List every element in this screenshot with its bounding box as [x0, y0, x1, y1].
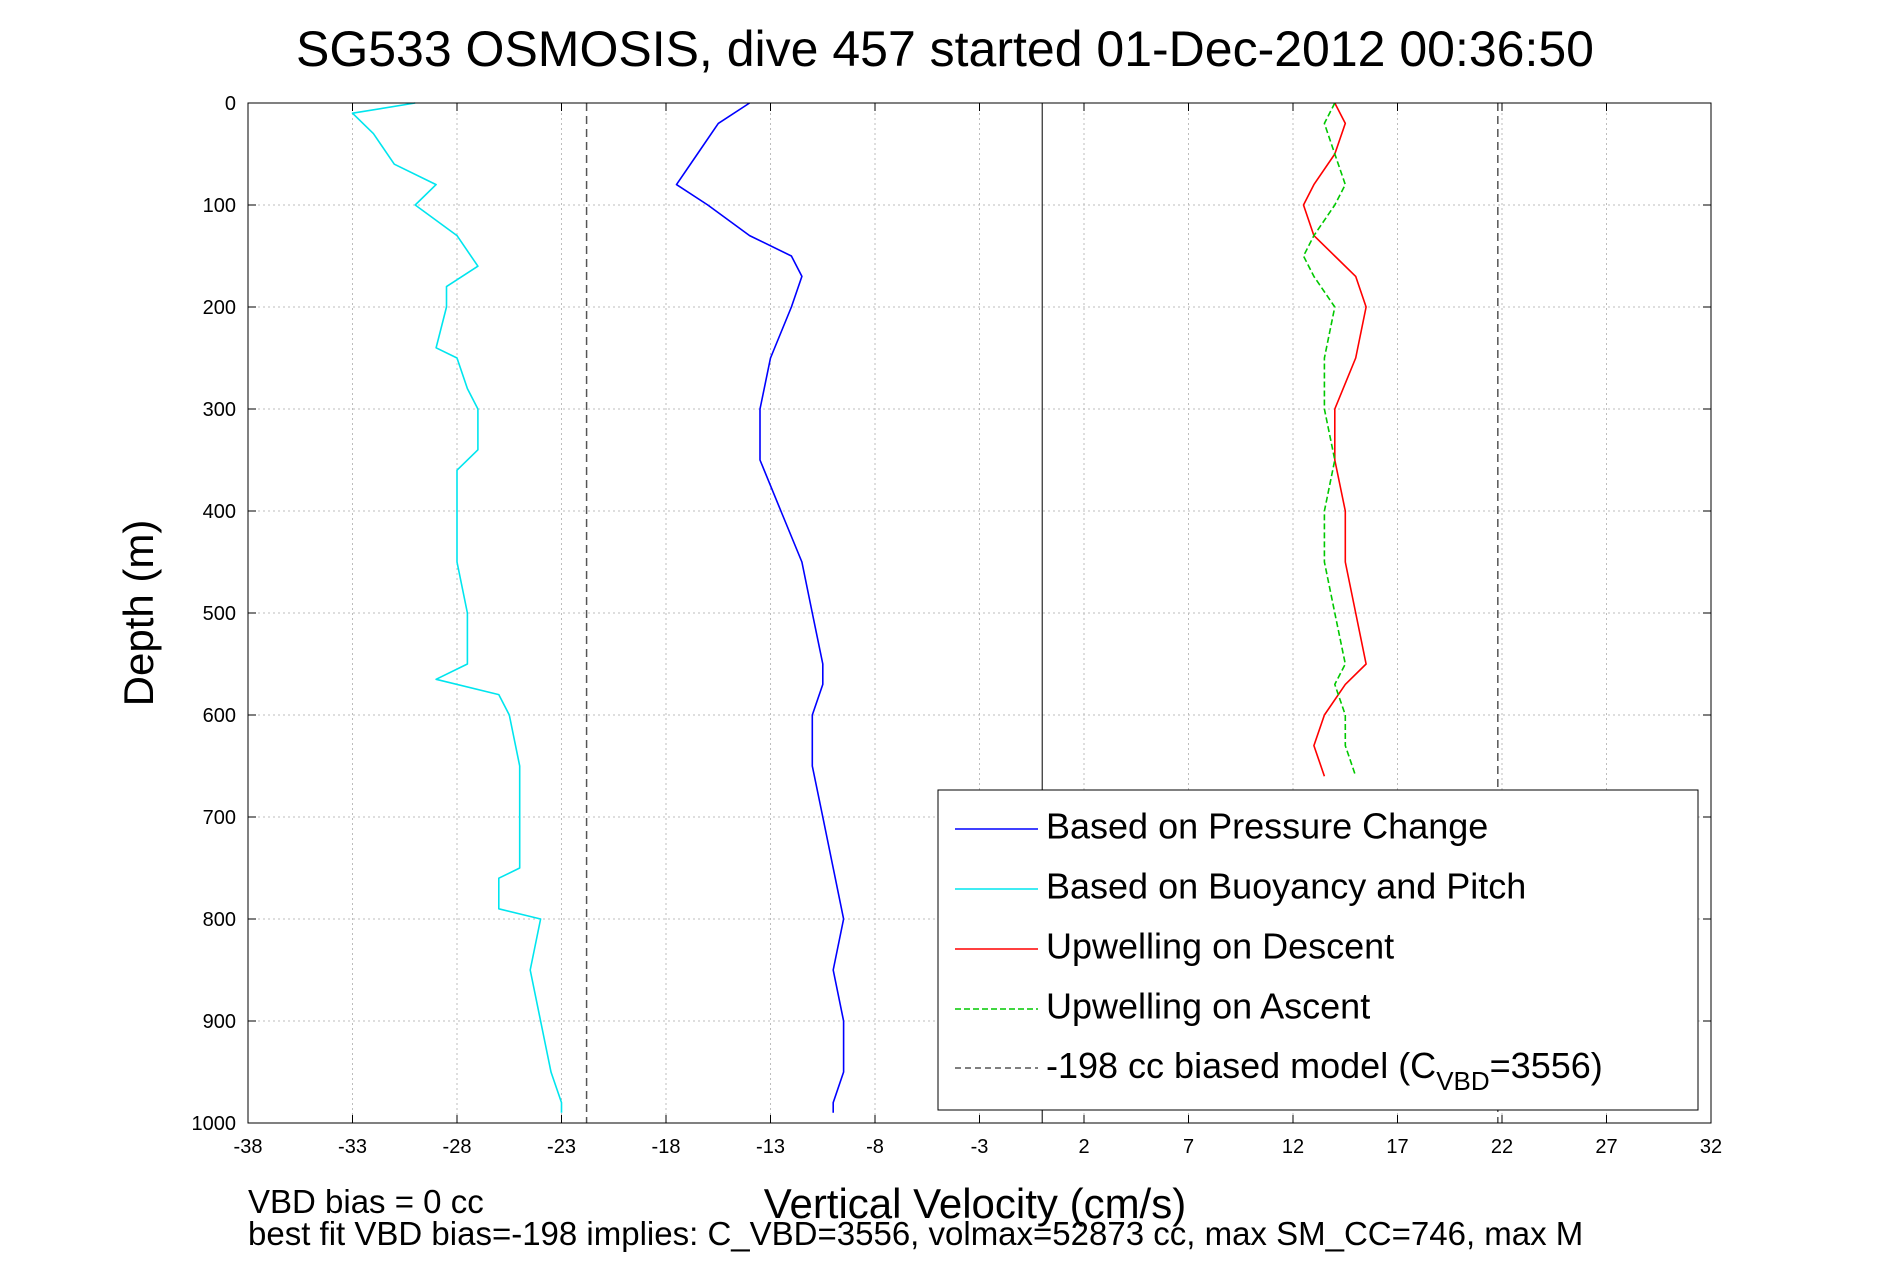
x-axis-title: Vertical Velocity (cm/s) [764, 1180, 1186, 1227]
x-tick-label: -3 [971, 1136, 989, 1158]
x-tick-label: 22 [1491, 1136, 1513, 1158]
y-axis-ticks: 0 100 200 300 400 500 600 700 800 900 1000 [192, 93, 1711, 1135]
y-tick-label: 0 [225, 93, 236, 115]
x-tick-label: -8 [866, 1136, 884, 1158]
y-tick-label: 500 [203, 603, 236, 625]
series-upwelling-on-ascent [1302, 102, 1357, 777]
y-tick-label: 100 [203, 195, 236, 217]
y-tick-label: 800 [203, 909, 236, 931]
series-based-on-pressure-change [675, 102, 845, 1113]
x-tick-label: 2 [1078, 1136, 1089, 1158]
x-tick-label: -23 [547, 1136, 576, 1158]
legend-label: Upwelling on Ascent [1046, 986, 1370, 1027]
footer-vbd-bias: VBD bias = 0 cc [248, 1183, 484, 1220]
series-upwelling-on-descent [1302, 102, 1367, 777]
legend-label-model: -198 cc biased model (CVBD=3556) [1046, 1045, 1603, 1096]
x-axis-ticks: -38 -33 -28 -23 -18 -13 -8 -3 2 7 12 17 22 27 32 [234, 103, 1722, 1158]
x-tick-label: -33 [338, 1136, 367, 1158]
series-layer [351, 102, 1367, 1113]
x-tick-label: -18 [652, 1136, 681, 1158]
x-tick-label: 7 [1183, 1136, 1194, 1158]
x-tick-label: -28 [443, 1136, 472, 1158]
chart-title: SG533 OSMOSIS, dive 457 started 01-Dec-2… [296, 21, 1594, 77]
legend-label: Based on Pressure Change [1046, 806, 1488, 847]
x-tick-label: -13 [756, 1136, 785, 1158]
y-tick-label: 900 [203, 1011, 236, 1033]
y-tick-label: 700 [203, 807, 236, 829]
legend: Based on Pressure Change Based on Buoyanc… [937, 789, 1699, 1111]
legend-label: Based on Buoyancy and Pitch [1046, 866, 1526, 907]
y-tick-label: 600 [203, 705, 236, 727]
series-based-on-buoyancy-and-pitch [351, 102, 563, 1113]
y-tick-label: 400 [203, 501, 236, 523]
x-tick-label: 12 [1282, 1136, 1304, 1158]
footer-best-fit: best fit VBD bias=-198 implies: C_VBD=35… [248, 1215, 1583, 1252]
x-tick-label: -38 [234, 1136, 263, 1158]
x-tick-label: 27 [1595, 1136, 1617, 1158]
legend-box [937, 789, 1699, 1111]
x-tick-label: 17 [1386, 1136, 1408, 1158]
y-tick-label: 1000 [192, 1113, 237, 1135]
x-tick-label: 32 [1700, 1136, 1722, 1158]
legend-label: Upwelling on Descent [1046, 926, 1394, 967]
y-axis-title: Depth (m) [115, 520, 162, 707]
y-tick-label: 300 [203, 399, 236, 421]
y-tick-label: 200 [203, 297, 236, 319]
